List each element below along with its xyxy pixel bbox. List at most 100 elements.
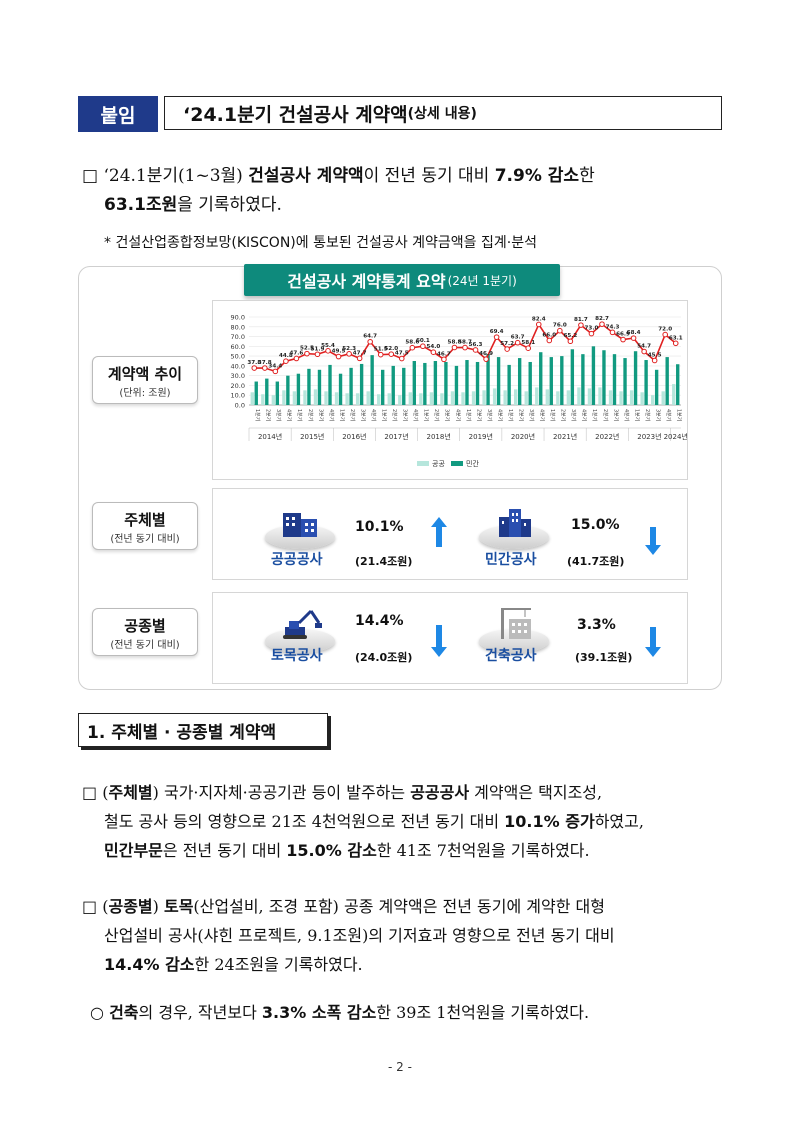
bar-public bbox=[640, 392, 644, 405]
intro-paragraph: □ ‘24.1분기(1~3월) 건설공사 계약액이 전년 동기 대비 7.9% … bbox=[82, 162, 722, 220]
total-point bbox=[377, 351, 384, 358]
x-tick-label: 4분기 bbox=[370, 409, 377, 421]
x-tick-label: 1분기 bbox=[507, 409, 514, 421]
total-point bbox=[314, 351, 321, 358]
footnote: * 건설산업종합정보망(KISCON)에 통보된 건설공사 계약금액을 집계·분… bbox=[104, 235, 537, 251]
bar-private bbox=[296, 373, 301, 405]
total-point bbox=[356, 355, 363, 362]
total-point bbox=[504, 346, 510, 352]
civil-percent: 14.4% bbox=[355, 613, 404, 629]
intro-bold: 7.9% 감소 bbox=[494, 166, 580, 186]
y-tick-label: 50.0 bbox=[231, 353, 245, 361]
total-point bbox=[346, 351, 352, 357]
type-label: 공종별 bbox=[124, 617, 166, 635]
bar-public bbox=[377, 394, 381, 405]
bar-public bbox=[429, 392, 434, 405]
bar-public bbox=[482, 390, 486, 405]
data-label: 69.4 bbox=[490, 329, 504, 335]
para-text: 의 경우, 작년보다 bbox=[138, 1003, 262, 1022]
total-point bbox=[599, 321, 605, 327]
y-tick-label: 40.0 bbox=[231, 362, 245, 370]
para-bold: 건축 bbox=[109, 1003, 139, 1022]
legend-swatch-public bbox=[417, 461, 429, 466]
data-label: 73.0 bbox=[585, 326, 599, 332]
para-text: ) bbox=[152, 897, 164, 916]
y-tick-label: 0.0 bbox=[235, 402, 245, 410]
total-point bbox=[335, 353, 342, 360]
bar-private bbox=[402, 367, 406, 405]
data-label: 76.0 bbox=[553, 323, 567, 329]
bar-private bbox=[423, 362, 427, 405]
section-heading: 1. 주체별 · 공종별 계약액 bbox=[78, 713, 328, 747]
year-label: 2021년 bbox=[553, 432, 577, 441]
x-tick-label: 3분기 bbox=[486, 409, 493, 421]
total-point bbox=[672, 340, 679, 347]
data-label: 64.7 bbox=[363, 334, 377, 340]
bar-private bbox=[665, 357, 669, 405]
bar-public bbox=[419, 393, 423, 405]
trend-label: 계약액 추이 bbox=[107, 365, 183, 383]
para-bold: 10.1% 증가 bbox=[504, 812, 595, 831]
para-text: 하였고, bbox=[594, 812, 644, 831]
legend-label-private: 민간 bbox=[466, 459, 479, 468]
data-label: 37.8 bbox=[247, 360, 261, 366]
x-tick-label: 4분기 bbox=[496, 409, 503, 421]
total-point bbox=[514, 339, 521, 346]
para-text: 산업설비 공사(샤힌 프로젝트, 9.1조원)의 기저효과 영향으로 전년 동기… bbox=[104, 926, 615, 945]
total-point bbox=[535, 321, 542, 328]
x-tick-label: 3분기 bbox=[317, 409, 324, 421]
para-bold: 15.0% 감소 bbox=[286, 841, 377, 860]
x-tick-label: 2분기 bbox=[307, 409, 314, 421]
x-tick-label: 4분기 bbox=[328, 409, 335, 421]
bar-public bbox=[650, 395, 655, 405]
x-tick-label: 2분기 bbox=[391, 409, 398, 421]
contract-trend-chart: 0.0 10.0 20.0 30.0 40.050.0 60.0 70.0 80.090.0 1… bbox=[231, 314, 688, 469]
public-label: 공공공사 bbox=[271, 552, 323, 568]
total-point bbox=[662, 331, 668, 338]
page-title-suffix: (상세 내용) bbox=[407, 106, 477, 122]
private-label: 민간공사 bbox=[485, 552, 537, 568]
y-tick-label: 60.0 bbox=[231, 343, 245, 351]
bar-private bbox=[275, 381, 280, 405]
bullet: ○ bbox=[90, 1003, 104, 1022]
bar-private bbox=[602, 350, 606, 405]
data-label: 46.9 bbox=[479, 351, 493, 357]
civil-label: 토목공사 bbox=[271, 648, 323, 664]
bar-private bbox=[465, 360, 469, 405]
data-label: 52.3 bbox=[342, 346, 356, 352]
total-point bbox=[630, 335, 637, 341]
para-bold: 3.3% 소폭 감소 bbox=[261, 1003, 377, 1022]
bar-public bbox=[598, 387, 602, 405]
bar-private bbox=[317, 369, 322, 405]
bar-private bbox=[528, 361, 532, 405]
arrow-down-icon bbox=[431, 625, 447, 657]
private-amount: (41.7조원) bbox=[567, 555, 625, 568]
civil-amount: (24.0조원) bbox=[355, 651, 413, 664]
para-text: ( bbox=[102, 783, 109, 802]
type-paragraph: □ (공종별) 토목(산업설비, 조경 포함) 공종 계약액은 전년 동기에 계… bbox=[82, 892, 728, 979]
intro-text: 한 bbox=[579, 166, 595, 186]
bar-private bbox=[286, 375, 290, 405]
x-tick-label: 1분기 bbox=[549, 409, 556, 421]
page-title-text: ‘24.1분기 건설공사 계약액 bbox=[183, 103, 408, 126]
total-point bbox=[472, 347, 479, 353]
type-sub: (전년 동기 대비) bbox=[110, 640, 180, 651]
data-label: 82.7 bbox=[595, 316, 609, 322]
total-point bbox=[272, 368, 279, 375]
bar-private bbox=[349, 367, 353, 405]
subject-label: 주체별 bbox=[124, 511, 166, 529]
data-label: 46.7 bbox=[437, 351, 451, 357]
attachment-tag: 붙임 bbox=[78, 96, 158, 132]
bar-private bbox=[475, 361, 480, 405]
data-label: 58.8 bbox=[448, 340, 462, 346]
para-bold: 공공공사 bbox=[410, 783, 470, 802]
data-label: 58.7 bbox=[458, 340, 472, 346]
intro-text: 을 기록하였다. bbox=[177, 195, 282, 215]
bar-public bbox=[345, 393, 349, 405]
bar-private bbox=[412, 361, 416, 405]
bar-private bbox=[370, 355, 374, 405]
data-label: 72.0 bbox=[658, 327, 672, 333]
data-label: 58.6 bbox=[405, 340, 419, 346]
x-tick-label: 1분기 bbox=[423, 409, 430, 421]
x-tick-label: 2분기 bbox=[602, 409, 609, 421]
